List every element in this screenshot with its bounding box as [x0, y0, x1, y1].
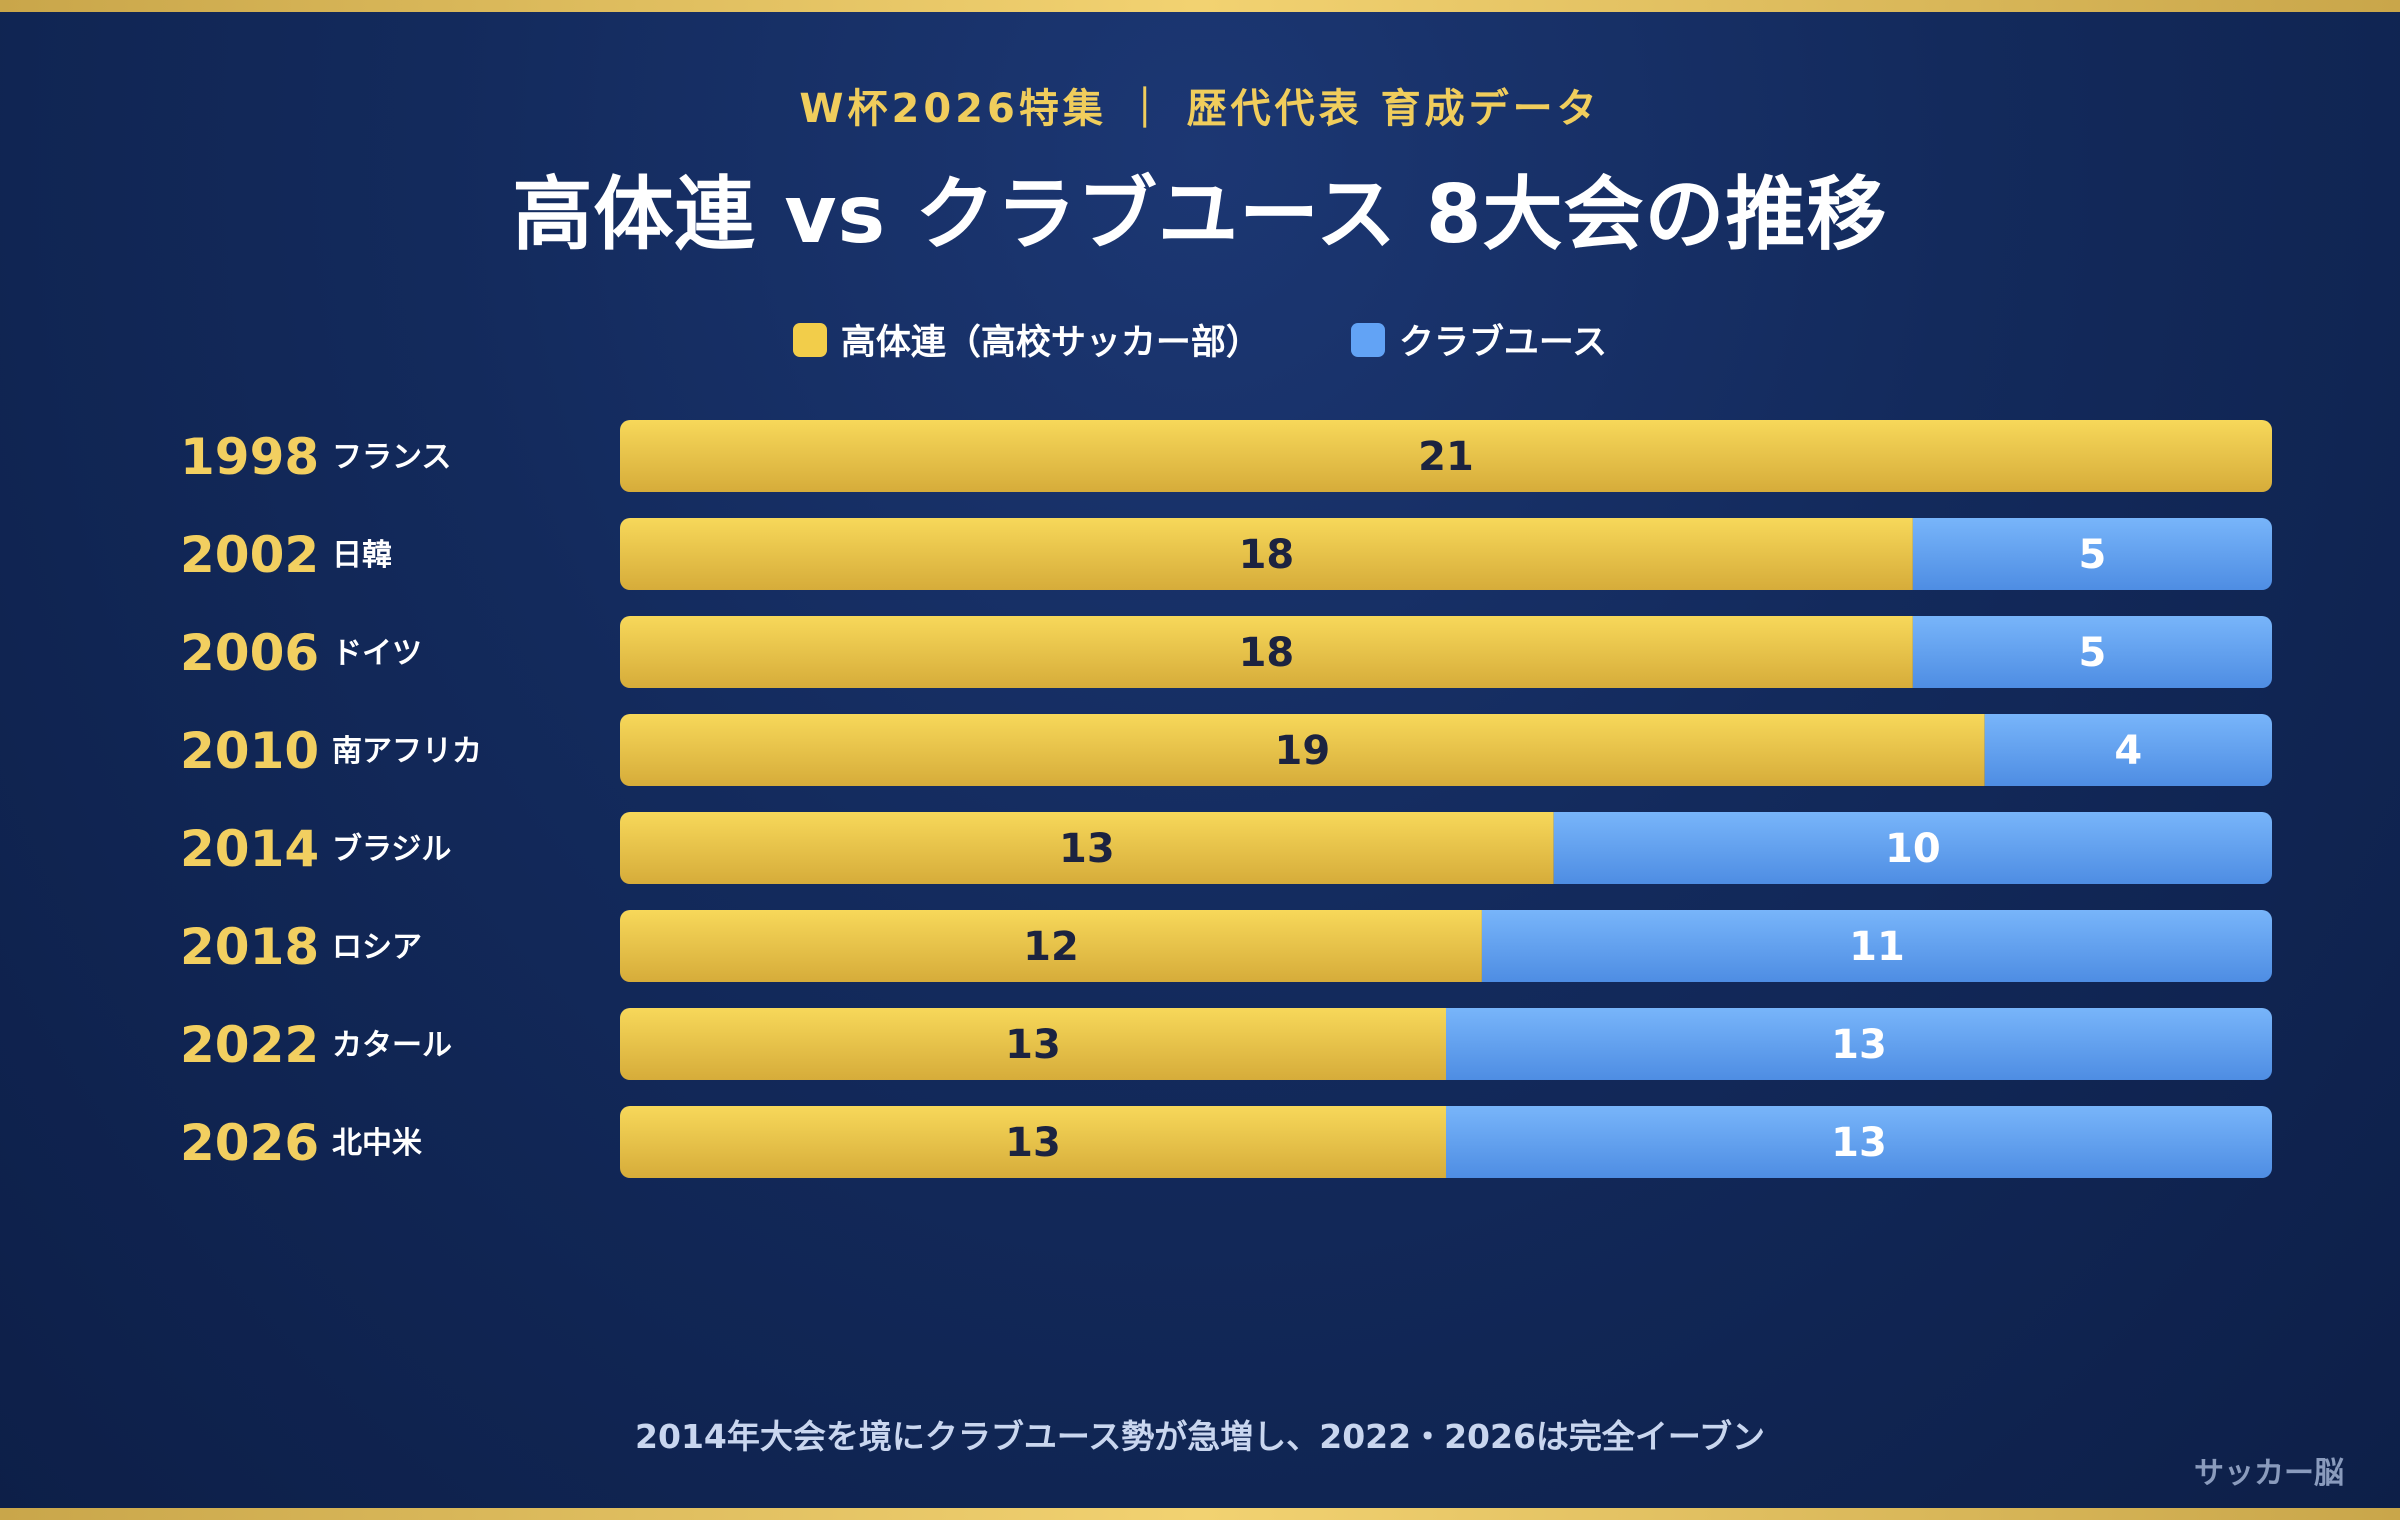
bar-row-2002: 18 5 2002 日韓 — [180, 518, 2272, 590]
host-label-2006: ドイツ — [332, 636, 422, 671]
bar-high-school-2014 — [620, 812, 1554, 884]
bar-club-youth-2006 — [1912, 616, 2272, 688]
data-label-high-school-2010: 19 — [1275, 728, 1331, 774]
data-label-high-school-2018: 12 — [1023, 924, 1079, 970]
bar-row-2010: 19 4 2010 南アフリカ — [180, 714, 2272, 786]
legend-label-club-youth: クラブユース — [1398, 323, 1608, 363]
legend-swatch-club-youth — [1350, 322, 1385, 357]
year-label-2006: 2006 — [180, 624, 319, 682]
host-label-2010: 南アフリカ — [332, 734, 482, 769]
data-label-high-school-2022: 13 — [1005, 1022, 1061, 1068]
host-label-2002: 日韓 — [332, 538, 392, 573]
year-label-2022: 2022 — [180, 1016, 319, 1074]
bar-row-2026: 13 13 2026 北中米 — [180, 1106, 2272, 1178]
bar-row-1998: 21 1998 フランス — [180, 420, 2272, 492]
bar-club-youth-2010 — [1984, 714, 2272, 786]
host-label-2026: 北中米 — [332, 1126, 422, 1161]
data-label-high-school-2006: 18 — [1239, 630, 1295, 676]
bar-club-youth-2026 — [1446, 1106, 2272, 1178]
year-label-1998: 1998 — [180, 428, 319, 486]
bar-high-school-2006 — [620, 616, 1913, 688]
legend-item-club-youth: クラブユース — [1350, 314, 1608, 365]
bottom-gold-border — [0, 1508, 2400, 1520]
bar-club-youth-2014 — [1553, 812, 2272, 884]
bar-high-school-2022 — [620, 1008, 1446, 1080]
data-label-club-youth-2006: 5 — [2079, 630, 2107, 676]
year-label-2014: 2014 — [180, 820, 319, 878]
host-label-2018: ロシア — [332, 930, 422, 965]
host-label-2022: カタール — [332, 1028, 452, 1063]
legend-item-high-school: 高体連（高校サッカー部） — [792, 314, 1261, 365]
bar-high-school-2010 — [620, 714, 1985, 786]
bar-row-2018: 12 11 2018 ロシア — [180, 910, 2272, 982]
top-gold-border — [0, 0, 2400, 12]
legend-label-high-school: 高体連（高校サッカー部） — [840, 323, 1261, 363]
bar-club-youth-2022 — [1446, 1008, 2272, 1080]
year-label-2018: 2018 — [180, 918, 319, 976]
bar-row-2014: 13 10 2014 ブラジル — [180, 812, 2272, 884]
data-label-club-youth-2018: 11 — [1849, 924, 1905, 970]
legend: 高体連（高校サッカー部） クラブユース — [0, 314, 2400, 365]
data-label-club-youth-2022: 13 — [1831, 1022, 1887, 1068]
host-label-1998: フランス — [332, 440, 451, 475]
data-label-high-school-1998: 21 — [1418, 434, 1474, 480]
chart-title: 高体連 vs クラブユース 8大会の推移 — [512, 168, 1888, 261]
bar-row-2022: 13 13 2022 カタール — [180, 1008, 2272, 1080]
data-label-high-school-2026: 13 — [1005, 1120, 1061, 1166]
year-label-2010: 2010 — [180, 722, 319, 780]
bar-high-school-1998 — [620, 420, 2272, 492]
legend-swatch-high-school — [792, 322, 827, 357]
year-label-2026: 2026 — [180, 1114, 319, 1172]
bar-high-school-2002 — [620, 518, 1913, 590]
host-label-2014: ブラジル — [332, 832, 451, 867]
year-label-2002: 2002 — [180, 526, 319, 584]
kicker-text: W杯2026特集 ｜ 歴代代表 育成データ — [799, 86, 1601, 132]
data-label-club-youth-2010: 4 — [2114, 728, 2142, 774]
brand-label: サッカー脳 — [2194, 1456, 2344, 1491]
data-label-high-school-2002: 18 — [1239, 532, 1295, 578]
footnote: 2014年大会を境にクラブユース勢が急増し、2022・2026は完全イーブン — [635, 1417, 1765, 1456]
bar-club-youth-2018 — [1481, 910, 2272, 982]
bar-high-school-2026 — [620, 1106, 1446, 1178]
bar-club-youth-2002 — [1912, 518, 2272, 590]
data-label-club-youth-2002: 5 — [2079, 532, 2107, 578]
data-label-high-school-2014: 13 — [1059, 826, 1115, 872]
bar-row-2006: 18 5 2006 ドイツ — [180, 616, 2272, 688]
bar-high-school-2018 — [620, 910, 1482, 982]
data-label-club-youth-2026: 13 — [1831, 1120, 1887, 1166]
data-label-club-youth-2014: 10 — [1885, 826, 1941, 872]
